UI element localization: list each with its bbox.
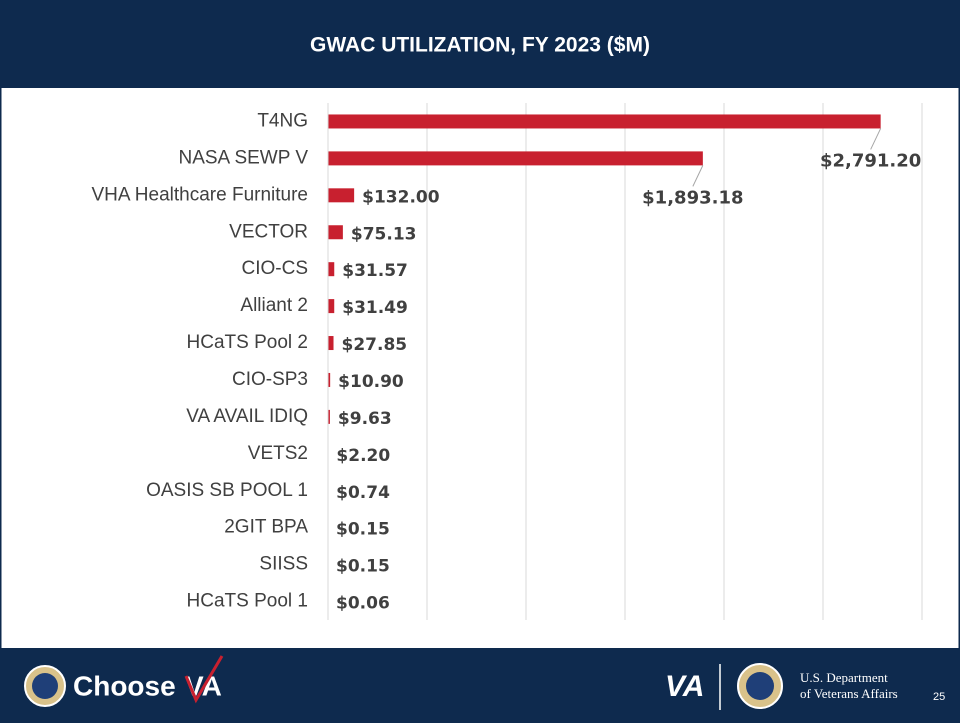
y-tick-label: VHA Healthcare Furniture (92, 184, 309, 205)
y-tick-label: SIISS (259, 554, 308, 575)
bar (328, 262, 334, 276)
brand-text: Choose (73, 670, 176, 701)
y-tick-label: NASA SEWP V (178, 147, 308, 168)
y-tick-label: CIO-CS (242, 258, 309, 279)
data-label: $1,893.18 (642, 187, 743, 208)
y-tick-label: VETS2 (248, 443, 308, 464)
data-label: $31.57 (342, 261, 408, 281)
data-label: $2,791.20 (820, 150, 921, 171)
page-number: 25 (933, 691, 945, 703)
chart-title: GWAC UTILIZATION, FY 2023 ($M) (310, 34, 650, 57)
va-wordmark: VA (665, 670, 704, 703)
bar (328, 336, 334, 350)
bar (328, 151, 703, 165)
y-tick-label: Alliant 2 (240, 295, 308, 316)
department-line: U.S. Department (800, 670, 888, 685)
bar (328, 299, 334, 313)
y-tick-label: VECTOR (229, 221, 308, 242)
bar (328, 114, 881, 128)
data-label: $31.49 (342, 298, 408, 318)
data-label: $10.90 (338, 372, 404, 392)
data-label: $27.85 (342, 335, 408, 355)
data-label: $0.74 (336, 483, 390, 503)
data-label: $0.15 (336, 557, 390, 577)
y-tick-label: OASIS SB POOL 1 (146, 480, 308, 501)
data-label: $132.00 (362, 187, 440, 207)
seal-inner (32, 673, 58, 699)
y-tick-label: 2GIT BPA (224, 517, 308, 538)
data-label: $0.06 (336, 594, 390, 614)
data-label: $2.20 (336, 446, 390, 466)
y-tick-label: VA AVAIL IDIQ (186, 406, 308, 427)
data-label: $0.15 (336, 520, 390, 540)
y-tick-label: CIO-SP3 (232, 369, 308, 390)
bar (328, 225, 343, 239)
bar (328, 188, 354, 202)
department-line: of Veterans Affairs (800, 686, 898, 701)
y-tick-label: HCaTS Pool 1 (187, 591, 308, 612)
data-label: $9.63 (338, 409, 392, 429)
va-seal-inner (746, 672, 774, 700)
y-tick-label: T4NG (257, 110, 308, 131)
data-label: $75.13 (351, 224, 417, 244)
y-tick-label: HCaTS Pool 2 (187, 332, 308, 353)
